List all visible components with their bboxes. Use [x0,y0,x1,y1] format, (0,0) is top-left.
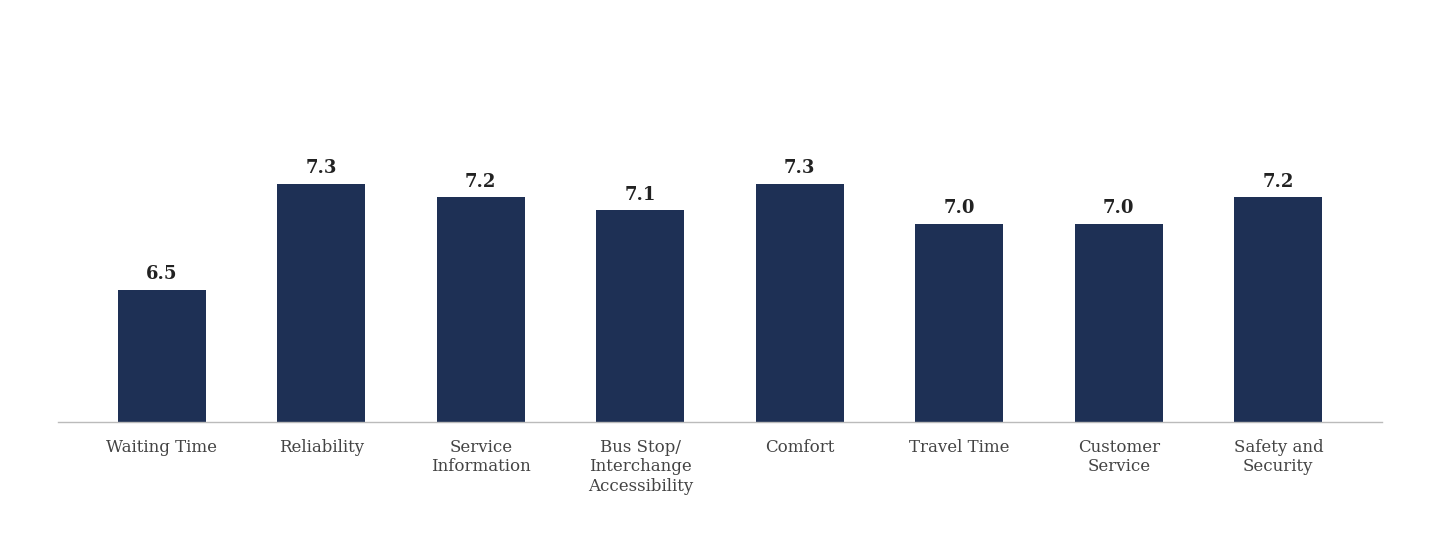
Bar [118,290,206,541]
Bar [1074,223,1162,541]
Text: 6.5: 6.5 [145,265,177,283]
Bar [436,197,524,541]
Text: 7.1: 7.1 [625,186,657,204]
Text: 7.0: 7.0 [943,199,975,217]
Text: 7.2: 7.2 [1263,173,1295,190]
Text: 7.0: 7.0 [1103,199,1135,217]
Bar [916,223,1004,541]
Text: 7.3: 7.3 [783,160,815,177]
Text: 7.3: 7.3 [305,160,337,177]
Bar [596,210,684,541]
Bar [1234,197,1322,541]
Bar [756,184,844,541]
Text: 7.2: 7.2 [465,173,497,190]
Bar [278,184,366,541]
